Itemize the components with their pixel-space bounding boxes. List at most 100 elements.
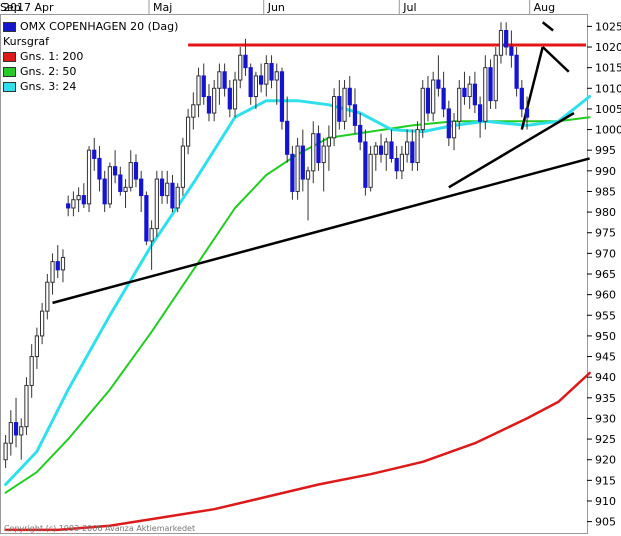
candle-body xyxy=(243,54,248,69)
candle-body xyxy=(451,120,457,139)
candle-body xyxy=(285,120,290,155)
chart-legend: OMX COPENHAGEN 20 (Dag) Kursgraf Gns. 1:… xyxy=(3,19,178,94)
candle-body xyxy=(76,195,81,201)
candle-body xyxy=(196,75,201,106)
candle-body xyxy=(66,203,71,209)
y-tick-label: 970 xyxy=(595,247,616,260)
candle-body xyxy=(217,71,222,89)
candle-body xyxy=(509,46,514,56)
trendline xyxy=(541,21,554,32)
month-label: 2017 Apr xyxy=(3,1,54,14)
legend-title: OMX COPENHAGEN 20 (Dag) xyxy=(20,20,179,33)
y-tick-label: 910 xyxy=(595,495,616,508)
candle-body xyxy=(175,186,180,209)
y-tick-label: 985 xyxy=(595,185,616,198)
legend-ma200-swatch xyxy=(3,51,16,62)
y-tick-label: 995 xyxy=(595,144,616,157)
candle-body xyxy=(352,104,358,126)
legend-ma50-label: Gns. 2: 50 xyxy=(20,65,77,78)
candle-body xyxy=(457,87,462,122)
candle-body xyxy=(488,67,493,102)
candle-body xyxy=(227,87,232,110)
candle-body xyxy=(71,199,76,209)
candle-body xyxy=(514,54,519,89)
candle-body xyxy=(399,153,405,172)
candle-body xyxy=(107,166,113,205)
candle-body xyxy=(290,153,295,192)
trendline xyxy=(52,157,590,305)
candle-body xyxy=(342,87,347,122)
y-tick-label: 940 xyxy=(595,371,616,384)
candle-body xyxy=(347,87,352,106)
y-tick-label: 1015 xyxy=(595,62,621,75)
y-tick-label: 905 xyxy=(595,516,616,529)
candle-body xyxy=(378,145,384,155)
candle-body xyxy=(436,79,441,89)
legend-item-ma50: Gns. 2: 50 xyxy=(3,64,178,79)
candle-body xyxy=(337,96,342,122)
candle-body xyxy=(358,124,363,143)
candle-body xyxy=(86,149,92,205)
y-tick-label: 935 xyxy=(595,392,616,405)
candle-body xyxy=(524,108,530,118)
y-tick-label: 1025 xyxy=(595,20,621,33)
trendline xyxy=(448,111,575,189)
candle-body xyxy=(441,87,446,110)
candle-body xyxy=(483,67,488,122)
candle-body xyxy=(420,87,425,131)
candle-body xyxy=(55,261,60,271)
candle-body xyxy=(504,30,509,48)
y-tick-label: 1020 xyxy=(595,41,621,54)
candle-body xyxy=(363,141,368,188)
month-label: Aug xyxy=(534,1,555,14)
candle-body xyxy=(212,87,217,114)
legend-ma24-label: Gns. 3: 24 xyxy=(20,80,77,93)
y-tick-label: 1010 xyxy=(595,82,621,95)
candle-body xyxy=(253,75,259,98)
candle-body xyxy=(191,104,196,118)
candle-body xyxy=(493,54,498,102)
candle-body xyxy=(258,75,264,85)
candle-body xyxy=(13,422,19,436)
candle-body xyxy=(415,129,420,164)
month-label: Maj xyxy=(153,1,172,14)
candle-body xyxy=(389,141,394,159)
month-label: Jul xyxy=(402,1,416,14)
legend-item-ma24: Gns. 3: 24 xyxy=(3,79,178,94)
y-tick-label: 920 xyxy=(595,454,616,467)
candle-body xyxy=(34,335,40,358)
candle-body xyxy=(232,79,238,110)
candle-body xyxy=(467,83,472,98)
candle-body xyxy=(112,166,118,176)
candle-body xyxy=(498,30,504,56)
y-tick-label: 980 xyxy=(595,206,616,219)
trendline xyxy=(541,46,570,73)
candle-body xyxy=(326,137,332,147)
y-tick-label: 990 xyxy=(595,165,616,178)
candle-body xyxy=(24,384,29,428)
month-label: Sep xyxy=(0,1,21,14)
candle-body xyxy=(404,141,410,155)
candle-body xyxy=(3,442,8,461)
candle-body xyxy=(97,157,102,180)
y-tick-label: 955 xyxy=(595,309,616,322)
candle-body xyxy=(394,157,399,172)
candle-body xyxy=(316,133,321,164)
candle-body xyxy=(238,54,243,81)
candle-body xyxy=(222,71,227,89)
candle-body xyxy=(384,141,389,155)
ma24-line xyxy=(4,95,592,486)
y-tick-label: 925 xyxy=(595,433,616,446)
candle-body xyxy=(201,75,206,98)
legend-subtitle: Kursgraf xyxy=(3,34,178,49)
candle-body xyxy=(118,174,123,192)
candle-body xyxy=(321,145,326,164)
legend-ma24-swatch xyxy=(3,81,16,92)
candle-body xyxy=(410,141,415,164)
ma200-line xyxy=(4,371,591,532)
candle-body xyxy=(81,195,86,205)
candle-body xyxy=(477,104,483,122)
candle-body xyxy=(368,153,373,188)
candle-body xyxy=(8,422,13,444)
candle-body xyxy=(373,145,378,155)
